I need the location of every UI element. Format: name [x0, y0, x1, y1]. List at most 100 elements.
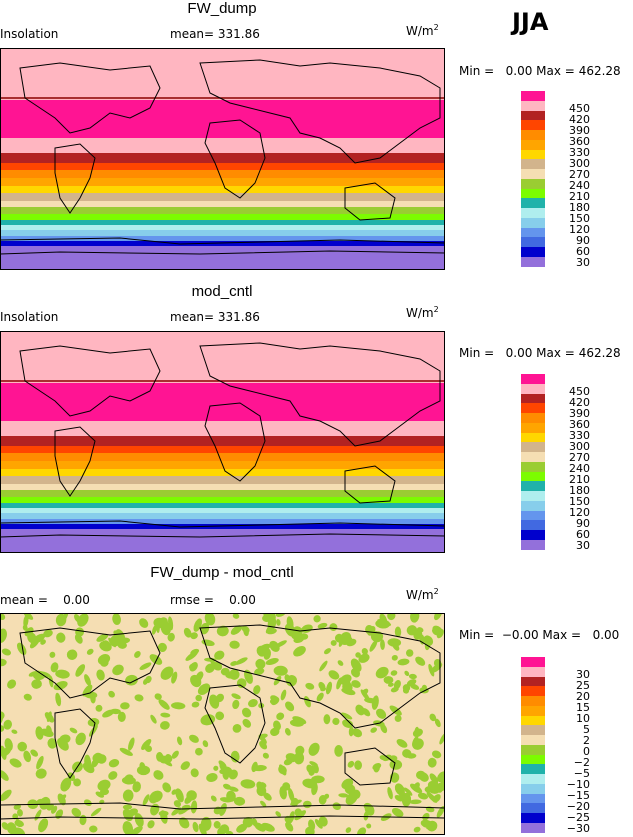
diff-speckle	[23, 750, 32, 763]
diff-speckle	[162, 782, 172, 793]
diff-speckle	[89, 825, 98, 833]
diff-speckle	[351, 680, 361, 688]
diff-speckle	[337, 660, 344, 666]
diff-speckle	[200, 714, 216, 726]
diff-speckle	[309, 761, 318, 767]
diff-speckle	[9, 758, 22, 768]
diff-speckle	[212, 661, 223, 671]
diff-speckle	[295, 745, 305, 756]
colorbar-swatch	[521, 686, 545, 697]
colorbar-tick-label: 390	[569, 123, 590, 137]
continent-outline	[204, 684, 266, 764]
colorbar-swatch	[521, 657, 545, 667]
colorbar-tick-label: 0	[583, 744, 590, 758]
colorbar-tick-label: 150	[569, 494, 590, 508]
diff-speckle	[344, 784, 356, 795]
diff-speckle	[46, 711, 52, 723]
colorbar-tick-label: 90	[576, 516, 590, 530]
diff-speckle	[394, 714, 402, 722]
continent-outline	[54, 143, 96, 214]
diff-speckle	[96, 633, 109, 642]
colorbar-tick-label: 360	[569, 417, 590, 431]
diff-speckle	[108, 690, 115, 698]
colorbar-tick-label: 240	[569, 178, 590, 192]
colorbar-swatch	[521, 227, 545, 238]
zonal-band	[0, 469, 445, 476]
diff-speckle	[217, 826, 227, 835]
diff-speckle	[171, 702, 186, 710]
diff-speckle	[226, 790, 236, 802]
zonal-band	[0, 421, 445, 436]
diff-speckle	[141, 739, 152, 750]
diff-speckle	[259, 740, 268, 750]
diff-speckle	[232, 699, 240, 710]
diff-speckle	[115, 629, 126, 643]
diff-speckle	[434, 718, 441, 728]
diff-speckle	[0, 628, 7, 643]
zonal-band	[0, 186, 445, 193]
zonal-band	[0, 153, 445, 163]
continent-outline	[204, 119, 266, 199]
diff-speckle	[134, 813, 144, 828]
diff-speckle	[413, 826, 421, 833]
diff-speckles	[0, 613, 445, 835]
diff-speckle	[282, 782, 291, 791]
colorbar-tick-label: 20	[576, 689, 590, 703]
diff-speckle	[380, 723, 388, 734]
mean-label: mean= 331.86	[170, 310, 260, 324]
min-max-label: Min = 0.00 Max = 462.28	[459, 64, 621, 78]
diff-speckle	[323, 793, 330, 800]
continent-outline	[19, 345, 161, 417]
zonal-band	[0, 48, 445, 100]
colorbar-swatch	[521, 823, 545, 833]
diff-speckle	[290, 797, 299, 807]
diff-speckle	[403, 787, 413, 796]
colorbar-2	[521, 374, 545, 550]
diff-speckle	[82, 762, 95, 774]
diff-speckle	[132, 781, 141, 793]
zonal-band	[0, 225, 445, 230]
diff-speckle	[204, 657, 217, 662]
diff-speckle	[431, 750, 442, 759]
colorbar-tick-label: 10	[576, 711, 590, 725]
diff-speckle	[422, 812, 430, 821]
diff-speckle	[319, 660, 328, 672]
panel-title: mod_cntl	[191, 283, 253, 300]
diff-speckle	[305, 682, 315, 690]
colorbar-tick-label: 120	[569, 222, 590, 236]
diff-speckle	[11, 729, 18, 734]
diff-speckle	[398, 791, 409, 800]
diff-speckle	[149, 790, 163, 803]
diff-speckle	[38, 818, 49, 833]
colorbar-tick-label: 180	[569, 483, 590, 497]
diff-speckle	[122, 804, 133, 810]
zonal-band	[0, 508, 445, 513]
diff-speckle	[293, 646, 306, 657]
diff-speckle	[55, 669, 70, 679]
diff-speckle	[35, 768, 47, 779]
diff-speckle	[300, 633, 309, 640]
diff-speckle	[73, 778, 82, 787]
continent-outline	[199, 624, 441, 729]
zonal-band	[0, 138, 445, 153]
colorbar-swatch	[521, 813, 545, 824]
diff-speckle	[55, 692, 62, 707]
diff-speckle	[157, 642, 167, 652]
colorbar-tick-label: 15	[576, 700, 590, 714]
diff-speckle	[347, 760, 355, 768]
diff-speckle	[360, 689, 370, 701]
diff-speckle	[229, 640, 240, 649]
panel-title: FW_dump	[187, 0, 257, 17]
diff-speckle	[363, 802, 372, 810]
diff-speckle	[427, 757, 437, 768]
diff-speckle	[219, 803, 227, 816]
colorbar-swatch	[521, 744, 545, 755]
diff-speckle	[90, 693, 96, 704]
continent-outline	[0, 802, 445, 820]
diff-speckle	[338, 793, 349, 798]
diff-speckle	[328, 670, 340, 680]
continent-outline	[344, 747, 396, 786]
diff-speckle	[341, 712, 353, 720]
diff-speckle	[362, 651, 368, 656]
colorbar-ticks-1: 450 420 390 360 330 300 270 240 210 180 150 120 90 60…	[550, 91, 590, 268]
